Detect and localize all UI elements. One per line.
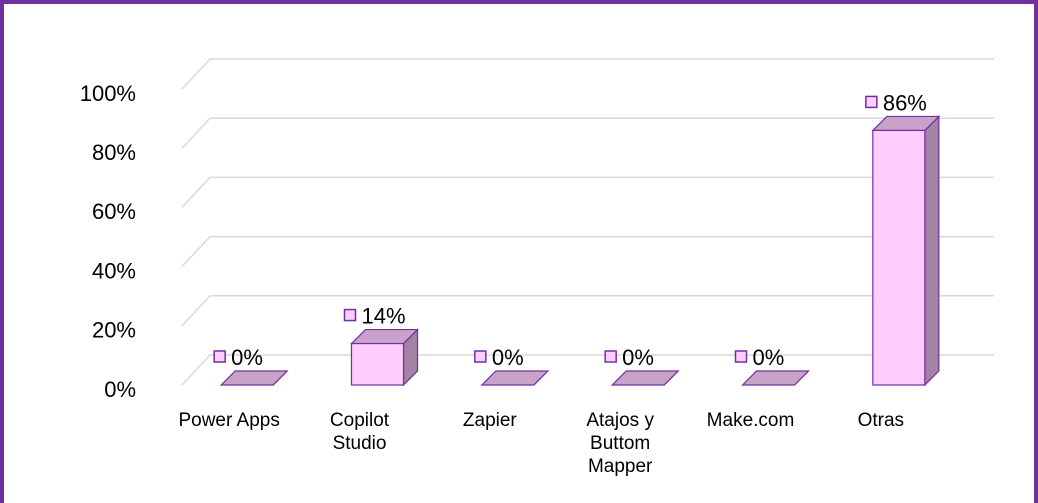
- grid-line: [181, 176, 994, 208]
- y-tick-label: 100%: [80, 81, 136, 106]
- bar-top: [480, 370, 550, 386]
- value-label: 0%: [231, 345, 263, 370]
- value-label-marker: [213, 350, 226, 363]
- y-tick-label: 80%: [92, 140, 136, 165]
- value-label-marker: [865, 95, 878, 109]
- value-label: 0%: [622, 345, 654, 370]
- bar-top: [741, 370, 810, 386]
- y-tick-label: 20%: [92, 318, 136, 343]
- value-label-marker: [604, 350, 617, 363]
- grid-line: [181, 354, 994, 386]
- x-tick-label: Power Apps: [178, 410, 280, 431]
- value-label-marker: [343, 308, 357, 322]
- x-tick-label: Make.com: [706, 410, 795, 431]
- y-tick-label: 0%: [104, 377, 136, 402]
- bar: [350, 342, 405, 386]
- x-tick-label: Copilot Studio: [329, 410, 390, 454]
- y-tick-label: 40%: [92, 258, 136, 283]
- bar: [872, 129, 926, 386]
- grid-line: [181, 117, 994, 149]
- bar-side: [924, 114, 940, 387]
- y-tick-label: 60%: [92, 199, 136, 224]
- chart: 0% 20% 40% 60% 80% 100% 0% 14% 0% 0% 0% 86%: [80, 58, 994, 402]
- value-label: 0%: [492, 345, 524, 370]
- grid-line: [181, 58, 994, 90]
- x-tick-label: Otras: [857, 410, 905, 431]
- x-tick-label: Zapier: [462, 410, 517, 431]
- grid-line: [181, 235, 994, 268]
- grid-line: [181, 295, 994, 327]
- value-label: 86%: [883, 90, 927, 115]
- bar-top: [610, 370, 680, 386]
- value-label: 0%: [753, 345, 785, 370]
- value-label-marker: [474, 350, 487, 363]
- value-label-marker: [734, 350, 748, 363]
- value-label: 14%: [362, 303, 406, 328]
- x-tick-label: Atajos y Buttom Mapper: [586, 410, 654, 477]
- bar-top: [219, 370, 289, 386]
